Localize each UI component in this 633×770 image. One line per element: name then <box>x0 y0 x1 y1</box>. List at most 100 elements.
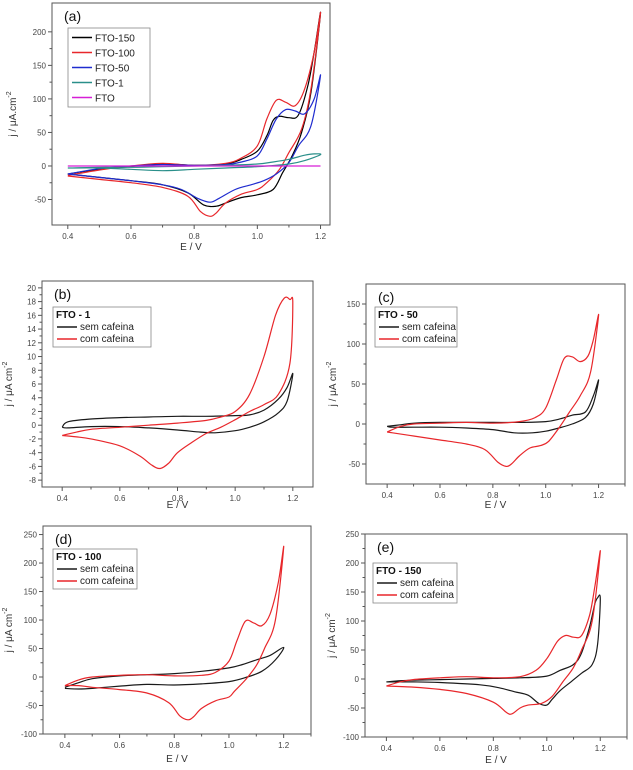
x-tick-label: 0.6 <box>434 491 446 500</box>
legend-title: FTO - 150 <box>376 566 422 577</box>
legend-entry: FTO-50 <box>95 63 130 74</box>
y-axis-title-text: j / μA cm <box>4 368 15 408</box>
x-tick-label: 0.4 <box>381 744 393 753</box>
x-tick-label: 0.6 <box>125 232 137 241</box>
legend-entry: sem cafeina <box>80 564 134 575</box>
x-axis-title: E / V <box>167 500 189 511</box>
curves <box>386 550 601 715</box>
y-tick-label: 4 <box>32 394 37 403</box>
x-axis-title: E / V <box>485 500 507 511</box>
legend-title: FTO - 100 <box>56 552 102 563</box>
series-fto-100-line <box>67 11 322 217</box>
curves <box>386 313 600 468</box>
panel-label: (e) <box>377 539 394 555</box>
y-tick-label: 0 <box>32 421 37 430</box>
curves <box>61 296 294 470</box>
panel-label: (d) <box>55 531 72 547</box>
x-tick-label: 0.4 <box>62 232 74 241</box>
series-sem-cafeina-line <box>386 379 600 434</box>
y-tick-label: -6 <box>29 462 37 471</box>
curves <box>64 545 285 721</box>
series-sem-cafeina-line <box>386 594 601 706</box>
legend-entry: com cafeina <box>80 334 134 345</box>
series-com-cafeina-line <box>62 296 294 470</box>
y-axis-title-superscript: -2 <box>2 608 9 614</box>
y-tick-label: 150 <box>33 61 47 70</box>
x-tick-label: 0.4 <box>57 494 69 503</box>
series-com-cafeina-line <box>386 550 601 715</box>
plot-frame <box>42 525 312 735</box>
y-axis-title-superscript: -2 <box>2 362 9 368</box>
y-axis-title-text: j / μA cm <box>327 619 338 659</box>
x-axis-title: E / V <box>180 242 202 253</box>
x-axis-title: E / V <box>166 754 188 765</box>
x-tick-label: 1.2 <box>287 494 299 503</box>
panel-d: 0.4 0.6 0.8 1.0 1.2 -100 -50 0 50 100 150 200 250 E /… <box>2 525 312 765</box>
y-tick-label: 20 <box>27 284 36 293</box>
x-tick-label: 1.2 <box>595 744 607 753</box>
y-tick-label: -50 <box>348 460 360 469</box>
y-tick-label: 14 <box>27 325 36 334</box>
legend-entry: FTO-100 <box>95 48 135 59</box>
x-tick-label: 1.0 <box>223 741 235 750</box>
y-tick-label: 100 <box>24 616 38 625</box>
x-axis-title: E / V <box>485 755 507 766</box>
y-tick-label: -50 <box>34 196 46 205</box>
x-tick-label: 0.6 <box>114 741 126 750</box>
panel-c: 0.4 0.6 0.8 1.0 1.2 -50 0 50 100 150 E / V j / μA c… <box>326 283 626 511</box>
y-tick-label: -2 <box>29 435 37 444</box>
y-axis-title: j / μA cm-2 <box>326 362 339 408</box>
y-tick-label: 100 <box>33 95 47 104</box>
series-sem-cafeina-line <box>64 646 285 690</box>
y-axis-title-text: j / μA cm <box>328 368 339 408</box>
y-tick-label: 200 <box>33 28 47 37</box>
y-axis-title: j / μA cm-2 <box>2 608 15 654</box>
series-fto-50-line <box>67 74 322 203</box>
y-tick-label: 250 <box>24 531 38 540</box>
y-tick-label: -100 <box>21 730 38 739</box>
y-tick-label: 0 <box>355 675 360 684</box>
legend-entry: com cafeina <box>80 576 134 587</box>
panel-a: 0.4 0.6 0.8 1.0 1.2 -50 0 50 100 150 200 E / V j / μ… <box>6 2 331 253</box>
y-axis-title-text: j / μA cm <box>4 614 15 654</box>
y-tick-label: 0 <box>33 673 38 682</box>
legend-entry: FTO-150 <box>95 33 135 44</box>
y-tick-label: 0 <box>356 420 361 429</box>
legend-entry: sem cafeina <box>402 322 456 333</box>
panel-label: (a) <box>64 8 81 24</box>
y-tick-label: -50 <box>347 704 359 713</box>
y-axis-title-text: j / μA.cm <box>8 98 19 138</box>
y-tick-label: 100 <box>347 340 361 349</box>
y-tick-label: 200 <box>346 559 360 568</box>
y-tick-label: 10 <box>27 353 36 362</box>
y-tick-label: 100 <box>346 617 360 626</box>
y-axis-title: j / μA cm-2 <box>2 362 15 408</box>
y-tick-label: 150 <box>346 588 360 597</box>
y-tick-label: 250 <box>346 530 360 539</box>
x-tick-label: 1.2 <box>278 741 290 750</box>
x-tick-label: 1.0 <box>541 744 553 753</box>
y-tick-label: 2 <box>32 407 37 416</box>
x-tick-label: 1.0 <box>252 232 264 241</box>
legend-title: FTO - 1 <box>56 310 91 321</box>
series-sem-cafeina-line <box>61 372 294 434</box>
y-tick-label: 16 <box>27 311 36 320</box>
x-tick-label: 0.6 <box>114 494 126 503</box>
y-axis-title-superscript: -2 <box>6 91 13 97</box>
panel-e: 0.4 0.6 0.8 1.0 1.2 -100 -50 0 50 100 150 200 250 E /… <box>325 530 628 766</box>
y-tick-label: -8 <box>29 476 37 485</box>
y-tick-label: -100 <box>343 733 360 742</box>
y-axis-title: j / μA cm-2 <box>325 613 338 659</box>
legend-entry: com cafeina <box>402 334 456 345</box>
x-tick-label: 0.8 <box>487 491 499 500</box>
curves <box>67 11 322 217</box>
y-tick-label: 150 <box>24 588 38 597</box>
y-tick-label: 8 <box>32 366 37 375</box>
y-tick-label: 12 <box>27 339 36 348</box>
x-tick-label: 0.6 <box>434 744 446 753</box>
legend-entry: FTO <box>95 93 115 104</box>
legend-entry: sem cafeina <box>400 578 454 589</box>
